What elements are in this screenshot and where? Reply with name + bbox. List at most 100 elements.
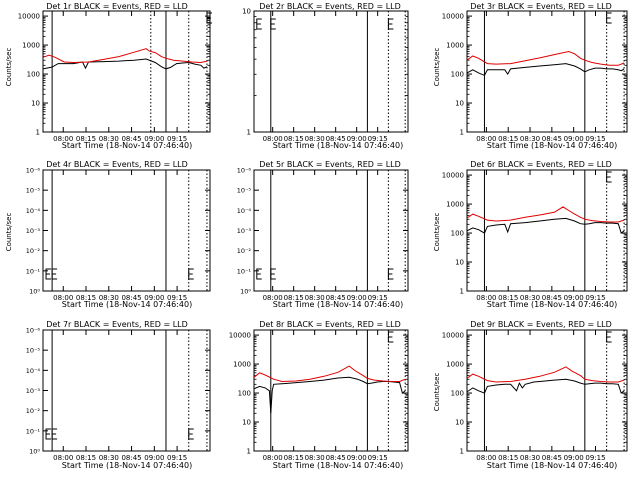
y-tick-label: 10000: [442, 13, 464, 21]
x-tick-label: 08:30: [305, 135, 325, 143]
chart-panel-det-7: Det 7r BLACK = Events, RED = LLD Start T…: [26, 320, 211, 470]
x-tick-label: 08:15: [498, 454, 518, 462]
x-tick-label: 09:15: [585, 135, 605, 143]
x-tick-label: 09:00: [347, 135, 367, 143]
chart-title: Det 3r BLACK = Events, RED = LLD: [470, 2, 612, 11]
x-tick-label: 08:15: [284, 135, 304, 143]
chart-panel-det-6: Det 6r BLACK = Events, RED = LLD Start T…: [433, 160, 628, 309]
plot-frame: [466, 10, 628, 133]
event-marker: [256, 18, 262, 30]
y-tick-label: 10⁻⁴: [26, 367, 41, 375]
y-tick-label: 10⁻⁶: [26, 327, 41, 335]
y-tick-label: 100: [451, 230, 464, 238]
y-tick-label: 1: [36, 129, 40, 137]
event-marker: [206, 12, 212, 24]
lld-series-line: [466, 50, 625, 66]
y-tick-label: 10000: [18, 13, 40, 21]
x-tick-label: 08:00: [53, 294, 73, 302]
y-tick-label: 10⁰: [29, 288, 40, 296]
y-tick-label: 10: [455, 100, 464, 108]
x-tick-label: 08:30: [520, 135, 540, 143]
lld-series-line: [42, 48, 208, 64]
event-marker: [270, 18, 276, 30]
event-marker: [606, 171, 612, 183]
x-axis-label: Start Time (18-Nov-14 07:46:40): [273, 141, 403, 150]
y-tick-label: 10: [455, 259, 464, 267]
y-tick-label: 1000: [446, 42, 464, 50]
y-tick-label: 10: [242, 8, 251, 16]
x-tick-label: 08:30: [305, 454, 325, 462]
x-tick-label: 08:45: [326, 135, 346, 143]
y-tick-label: 1: [460, 129, 464, 137]
x-tick-label: 08:45: [326, 294, 346, 302]
event-marker: [387, 18, 394, 30]
event-marker: [606, 331, 612, 343]
x-tick-label: 09:15: [368, 454, 388, 462]
y-tick-label: 10⁻¹: [26, 267, 41, 275]
y-tick-label: 10: [31, 100, 40, 108]
x-tick-label: 08:15: [284, 294, 304, 302]
y-tick-label: 100: [27, 71, 40, 79]
x-tick-label: 09:00: [347, 294, 367, 302]
event-marker: [51, 268, 58, 280]
x-tick-label: 08:30: [520, 454, 540, 462]
plot-frame: [466, 329, 628, 452]
lld-series-line: [253, 365, 406, 383]
chart-title: Det 6r BLACK = Events, RED = LLD: [470, 160, 612, 169]
x-tick-label: 09:15: [368, 135, 388, 143]
lld-series-line: [466, 206, 625, 223]
chart-panel-det-3: Det 3r BLACK = Events, RED = LLD Start T…: [433, 2, 628, 150]
x-tick-label: 08:15: [498, 294, 518, 302]
x-axis-label: Start Time (18-Nov-14 07:46:40): [487, 461, 617, 470]
y-tick-label: 10⁻²: [26, 247, 41, 255]
x-axis-label: Start Time (18-Nov-14 07:46:40): [273, 461, 403, 470]
plot-frame: [253, 329, 409, 452]
x-tick-label: 09:00: [144, 294, 164, 302]
y-tick-label: 10: [242, 419, 251, 427]
y-tick-label: 1000: [446, 201, 464, 209]
events-series-line: [466, 63, 625, 77]
y-tick-label: 1: [460, 448, 464, 456]
y-tick-label: 10⁻¹: [26, 427, 41, 435]
x-tick-label: 09:00: [564, 135, 584, 143]
y-tick-label: 10⁻⁵: [26, 187, 41, 195]
x-tick-label: 08:45: [121, 294, 141, 302]
events-series-line: [253, 376, 406, 414]
events-series-line: [466, 217, 625, 234]
event-marker: [387, 268, 394, 280]
y-tick-label: 10⁰: [240, 288, 251, 296]
y-tick-label: 100: [451, 390, 464, 398]
chart-title: Det 7r BLACK = Events, RED = LLD: [46, 320, 188, 329]
x-tick-label: 09:15: [368, 294, 388, 302]
y-tick-label: 10⁻⁶: [237, 167, 252, 175]
x-tick-label: 08:00: [263, 454, 283, 462]
x-tick-label: 09:00: [144, 454, 164, 462]
events-series-line: [466, 378, 625, 394]
chart-panel-det-5: Det 5r BLACK = Events, RED = LLD Start T…: [237, 160, 409, 309]
chart-title: Det 2r BLACK = Events, RED = LLD: [259, 2, 401, 11]
x-tick-label: 08:45: [121, 454, 141, 462]
x-tick-label: 09:15: [167, 294, 187, 302]
y-tick-label: 10⁻³: [26, 227, 41, 235]
y-tick-label: 10⁻⁵: [26, 347, 41, 355]
x-axis-label: Start Time (18-Nov-14 07:46:40): [62, 300, 192, 309]
y-tick-label: 1: [247, 448, 251, 456]
chart-title: Det 4r BLACK = Events, RED = LLD: [46, 160, 188, 169]
y-axis-label: Counts/sec: [433, 213, 441, 252]
x-tick-label: 08:00: [476, 454, 496, 462]
y-tick-label: 10: [455, 419, 464, 427]
y-tick-label: 10⁻³: [26, 387, 41, 395]
chart-panel-det-8: Det 8r BLACK = Events, RED = LLD Start T…: [229, 320, 409, 470]
event-marker: [270, 268, 276, 280]
y-tick-label: 10000: [442, 332, 464, 340]
x-axis-label: Start Time (18-Nov-14 07:46:40): [487, 300, 617, 309]
y-tick-label: 100: [451, 71, 464, 79]
chart-panel-det-9: Det 9r BLACK = Events, RED = LLD Start T…: [433, 320, 628, 470]
y-tick-label: 10⁰: [29, 448, 40, 456]
x-tick-label: 08:15: [76, 454, 96, 462]
chart-title: Det 1r BLACK = Events, RED = LLD: [46, 2, 188, 11]
chart-panel-det-1: Det 1r BLACK = Events, RED = LLD Start T…: [5, 2, 212, 150]
x-tick-label: 08:15: [76, 135, 96, 143]
y-tick-label: 1000: [446, 361, 464, 369]
x-tick-label: 08:00: [53, 135, 73, 143]
